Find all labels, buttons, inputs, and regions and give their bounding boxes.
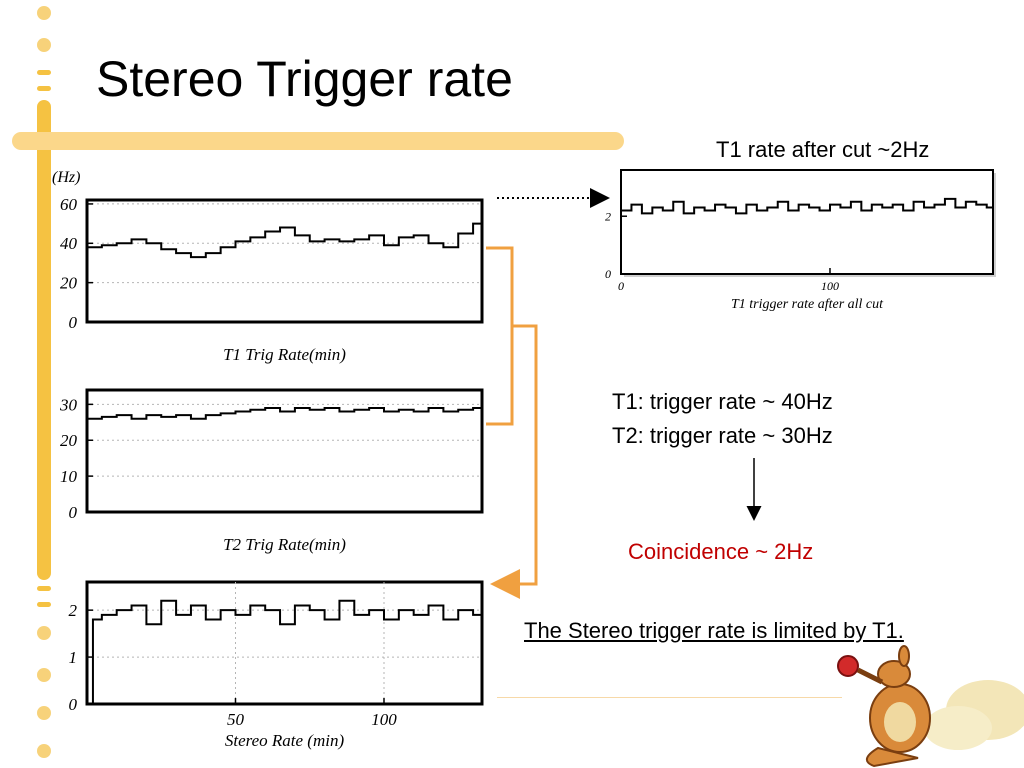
t1-cut-note: T1 rate after cut ~2Hz [716, 137, 930, 162]
plot-frame [85, 388, 484, 514]
chart-t2: 0 10 20 30 T2 Trig Rate(min) [59, 388, 484, 554]
plot-frame [85, 198, 484, 324]
decor-dash [37, 86, 51, 91]
y-tick-label: 0 [69, 503, 78, 522]
kangaroo-mascot-icon [837, 645, 1024, 768]
x-axis-label: Stereo Rate (min) [225, 731, 345, 750]
y-tick-label: 20 [60, 274, 78, 293]
x-tick-label: 0 [618, 279, 624, 293]
plot-frame [620, 169, 994, 275]
y-tick-label: 1 [69, 648, 78, 667]
chart-t1: 0 20 40 60 T1 Trig Rate(min) (Hz) [52, 169, 484, 364]
decor-dash [37, 70, 51, 75]
footer-divider [497, 697, 842, 698]
t1-rate-line: T1: trigger rate ~ 40Hz [612, 389, 833, 414]
decor-dot [37, 626, 51, 640]
decor-dot [37, 6, 51, 20]
decor-dot [37, 744, 51, 758]
coincidence-text: Coincidence ~ 2Hz [628, 539, 814, 564]
y-tick-label: 60 [60, 195, 78, 214]
x-axis-label: T2 Trig Rate(min) [223, 535, 346, 554]
arrow-t2-to-stereo [486, 326, 514, 426]
y-tick-label: 0 [605, 267, 611, 281]
series-line [621, 197, 993, 215]
slide-title: Stereo Trigger rate [96, 51, 513, 107]
x-tick-label: 100 [371, 710, 397, 729]
series-line [87, 222, 483, 259]
chart-t1cut: 0 2 0 100 T1 trigger rate after all cut [605, 169, 996, 312]
y-tick-label: 2 [605, 209, 611, 223]
y-tick-label: 20 [60, 431, 78, 450]
chart-stereo: 0 1 2 50 100 Stereo Rate (min) [69, 580, 484, 750]
plot-frame [85, 580, 484, 706]
x-tick-label: 100 [821, 279, 839, 293]
series-line [87, 599, 483, 705]
decor-horizontal-bar [12, 132, 624, 150]
decor-vertical-bar [37, 100, 51, 580]
decor-dot [37, 668, 51, 682]
x-tick-label: 50 [227, 710, 245, 729]
unit-label: (Hz) [52, 169, 80, 186]
t2-rate-line: T2: trigger rate ~ 30Hz [612, 423, 833, 448]
decor-dash [37, 602, 51, 607]
y-tick-label: 2 [69, 601, 78, 620]
decor-dot [37, 706, 51, 720]
series-line [87, 406, 482, 420]
x-axis-label: T1 Trig Rate(min) [223, 345, 346, 364]
decor-dot [37, 38, 51, 52]
y-tick-label: 30 [59, 395, 78, 414]
arrow-t1-to-stereo [486, 246, 538, 599]
y-tick-label: 40 [60, 234, 78, 253]
x-axis-label: T1 trigger rate after all cut [731, 297, 884, 312]
conclusion-text: The Stereo trigger rate is limited by T1… [524, 618, 904, 643]
y-tick-label: 0 [69, 313, 78, 332]
y-tick-label: 10 [60, 467, 78, 486]
decor-dash [37, 586, 51, 591]
y-tick-label: 0 [69, 695, 78, 714]
